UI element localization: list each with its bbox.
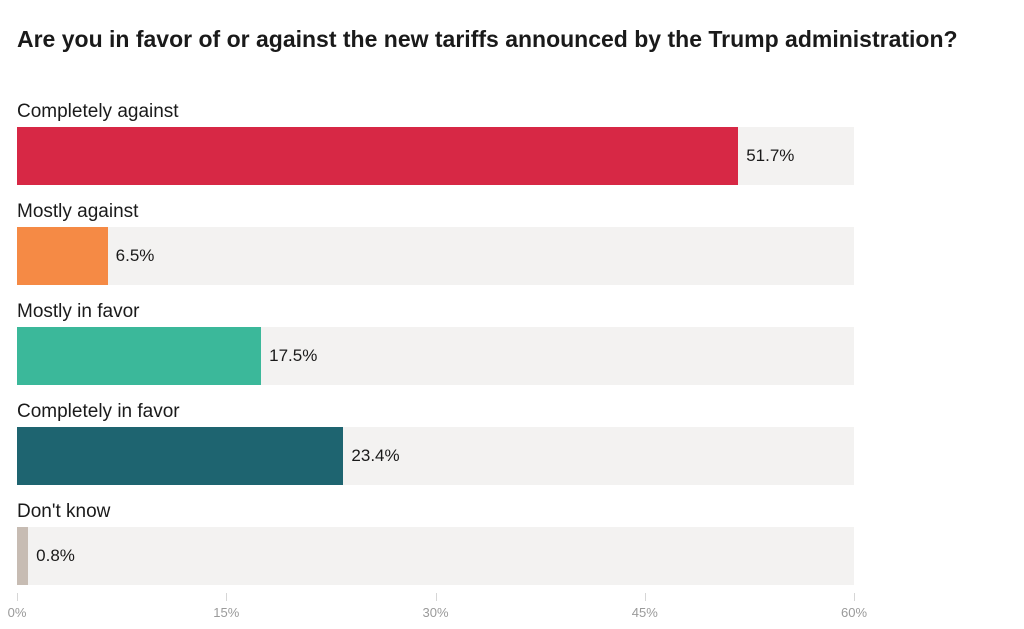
category-label: Completely in favor: [17, 401, 180, 422]
x-tick-label: 60%: [840, 605, 868, 620]
x-tick-label: 30%: [422, 605, 449, 620]
value-label: 17.5%: [269, 346, 318, 365]
x-tick: [17, 593, 18, 601]
category-label: Mostly in favor: [17, 301, 140, 322]
value-label: 23.4%: [351, 446, 400, 465]
value-label: 51.7%: [746, 146, 795, 165]
category-label: Mostly against: [17, 201, 139, 222]
x-tick: [854, 593, 855, 601]
bar-track: 0.8%: [17, 527, 854, 585]
category-label: Don't know: [17, 501, 111, 522]
bar: [17, 427, 344, 485]
x-tick: [226, 593, 228, 601]
category-label: Completely against: [17, 101, 179, 122]
bar-track: 17.5%: [17, 327, 854, 385]
x-tick: [644, 593, 646, 601]
bar: [17, 327, 262, 385]
value-label: 6.5%: [115, 246, 155, 265]
bar: [17, 227, 108, 285]
chart-title: Are you in favor of or against the new t…: [17, 26, 958, 52]
value-label: 0.8%: [36, 546, 75, 565]
x-tick-label: 45%: [631, 605, 658, 620]
bar: [17, 127, 739, 185]
x-axis: 0% 15% 30% 45% 60%: [8, 593, 867, 623]
x-tick: [435, 593, 437, 601]
bar-track: 6.5%: [17, 227, 854, 285]
x-tick-label: 0%: [7, 605, 27, 620]
x-tick-label: 15%: [213, 605, 240, 620]
bar: [17, 527, 29, 585]
bar-track: 51.7%: [17, 127, 854, 185]
bar-track: 23.4%: [17, 427, 854, 485]
